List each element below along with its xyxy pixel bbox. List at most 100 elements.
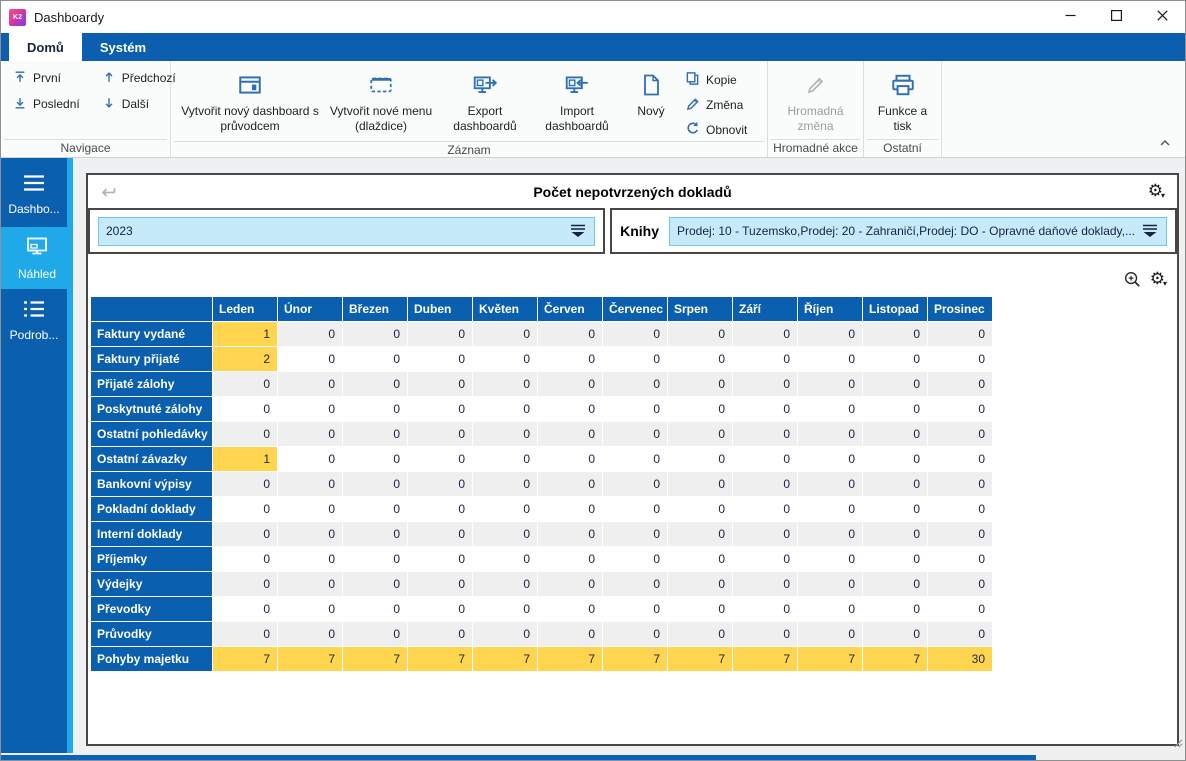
table-cell[interactable]: 0 [603,597,667,621]
table-cell[interactable]: 0 [668,397,732,421]
table-cell[interactable]: 0 [668,447,732,471]
table-cell[interactable]: 0 [863,372,927,396]
row-header[interactable]: Ostatní pohledávky [91,422,212,446]
table-cell[interactable]: 0 [798,622,862,646]
table-cell[interactable]: 0 [668,472,732,496]
table-cell[interactable]: 0 [733,522,797,546]
table-cell[interactable]: 0 [603,447,667,471]
table-cell[interactable]: 0 [408,597,472,621]
table-cell[interactable]: 0 [928,522,992,546]
table-cell[interactable]: 0 [278,422,342,446]
period-dropdown[interactable]: 2023 [98,216,596,246]
table-cell[interactable]: 0 [733,472,797,496]
table-cell[interactable]: 7 [668,647,732,671]
refresh-button[interactable]: Obnovit [681,119,759,141]
column-header[interactable]: Březen [343,297,407,321]
table-cell[interactable]: 0 [668,497,732,521]
table-cell[interactable]: 0 [278,472,342,496]
table-cell[interactable]: 0 [603,322,667,346]
table-cell[interactable]: 0 [928,597,992,621]
table-cell[interactable]: 0 [603,497,667,521]
table-cell[interactable]: 0 [343,522,407,546]
table-cell[interactable]: 0 [408,522,472,546]
table-cell[interactable]: 0 [928,622,992,646]
table-cell[interactable]: 0 [668,597,732,621]
import-dashboards-button[interactable]: Import dashboardů [533,65,621,141]
table-cell[interactable]: 0 [863,347,927,371]
table-cell[interactable]: 0 [603,347,667,371]
close-button[interactable] [1139,1,1185,33]
new-button[interactable]: Nový [625,65,677,141]
row-header[interactable]: Výdejky [91,572,212,596]
table-cell[interactable]: 0 [408,397,472,421]
table-cell[interactable]: 0 [733,322,797,346]
table-cell[interactable]: 0 [733,397,797,421]
table-cell[interactable]: 7 [408,647,472,671]
table-cell[interactable]: 0 [733,422,797,446]
table-cell[interactable]: 0 [278,597,342,621]
table-cell[interactable]: 7 [798,647,862,671]
table-cell[interactable]: 0 [213,522,277,546]
column-header[interactable]: Únor [278,297,342,321]
next-button[interactable]: Další [98,91,180,117]
table-cell[interactable]: 0 [343,397,407,421]
change-button[interactable]: Změna [681,94,759,116]
table-cell[interactable]: 0 [473,522,537,546]
row-header[interactable]: Příjemky [91,547,212,571]
table-cell[interactable]: 0 [863,547,927,571]
table-cell[interactable]: 0 [213,397,277,421]
table-cell[interactable]: 0 [278,572,342,596]
table-cell[interactable]: 0 [408,547,472,571]
row-header[interactable]: Poskytnuté zálohy [91,397,212,421]
table-cell[interactable]: 0 [928,547,992,571]
tab-system[interactable]: Systém [99,39,147,55]
table-cell[interactable]: 2 [213,347,277,371]
table-cell[interactable]: 0 [798,572,862,596]
table-cell[interactable]: 0 [408,322,472,346]
table-cell[interactable]: 0 [733,447,797,471]
table-cell[interactable]: 7 [603,647,667,671]
table-cell[interactable]: 0 [603,472,667,496]
table-cell[interactable]: 0 [863,497,927,521]
table-cell[interactable]: 0 [538,347,602,371]
table-cell[interactable]: 0 [928,472,992,496]
sidebar-item-nahled[interactable]: Náhled [1,227,73,289]
table-cell[interactable]: 0 [278,522,342,546]
table-cell[interactable]: 0 [538,322,602,346]
table-cell[interactable]: 0 [733,372,797,396]
table-cell[interactable]: 0 [278,622,342,646]
table-cell[interactable]: 0 [343,322,407,346]
table-cell[interactable]: 0 [278,497,342,521]
column-header[interactable]: Říjen [798,297,862,321]
table-cell[interactable]: 0 [408,622,472,646]
last-button[interactable]: Poslední [9,91,84,117]
table-cell[interactable]: 7 [278,647,342,671]
table-cell[interactable]: 0 [213,422,277,446]
column-header[interactable]: Červen [538,297,602,321]
row-header[interactable]: Převodky [91,597,212,621]
table-cell[interactable]: 0 [473,547,537,571]
table-cell[interactable]: 0 [408,497,472,521]
column-header[interactable]: Duben [408,297,472,321]
table-cell[interactable]: 0 [343,597,407,621]
table-cell[interactable]: 0 [668,322,732,346]
table-cell[interactable]: 0 [668,347,732,371]
table-cell[interactable]: 0 [733,547,797,571]
table-cell[interactable]: 0 [343,572,407,596]
table-cell[interactable]: 0 [928,322,992,346]
table-cell[interactable]: 0 [473,397,537,421]
table-cell[interactable]: 0 [668,622,732,646]
table-cell[interactable]: 0 [863,622,927,646]
column-header[interactable]: Prosinec [928,297,992,321]
back-button[interactable] [98,183,118,206]
table-cell[interactable]: 0 [733,597,797,621]
table-cell[interactable]: 0 [343,622,407,646]
table-cell[interactable]: 0 [798,597,862,621]
table-cell[interactable]: 0 [343,547,407,571]
table-cell[interactable]: 0 [863,522,927,546]
table-cell[interactable]: 0 [603,397,667,421]
row-header[interactable]: Průvodky [91,622,212,646]
table-cell[interactable]: 7 [213,647,277,671]
table-cell[interactable]: 0 [863,447,927,471]
table-cell[interactable]: 0 [538,597,602,621]
